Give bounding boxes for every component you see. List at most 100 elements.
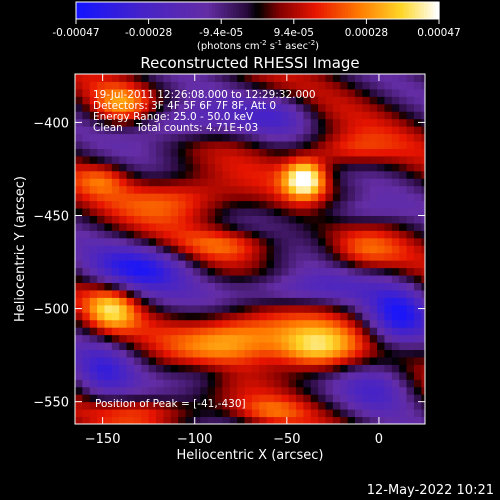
heatmap-cell (75, 386, 83, 395)
heatmap-cell (377, 409, 385, 418)
x-tick-label: −50 (273, 432, 300, 447)
heatmap-cell (347, 126, 356, 135)
heatmap-cell (303, 342, 312, 351)
heatmap-cell (288, 319, 297, 328)
heatmap-cell (229, 282, 238, 291)
heatmap-cell (362, 327, 371, 336)
heatmap-cell (82, 163, 91, 172)
heatmap-cell (303, 327, 312, 336)
heatmap-cell (170, 133, 179, 142)
heatmap-cell (215, 141, 223, 149)
heatmap-cell (170, 342, 179, 351)
heatmap-cell (148, 155, 157, 164)
heatmap-cell (156, 103, 164, 112)
heatmap-cell (244, 416, 253, 424)
heatmap-cell (156, 230, 164, 239)
colorbar-cell (381, 2, 386, 19)
colorbar-cell (324, 2, 328, 19)
heatmap-cell (310, 96, 319, 105)
heatmap-cell (310, 208, 319, 216)
heatmap-cell (332, 237, 341, 246)
heatmap-cell (156, 126, 164, 135)
heatmap-cell (355, 222, 363, 231)
heatmap-cell (325, 81, 334, 90)
heatmap-cell (215, 297, 223, 306)
heatmap-cell (156, 267, 164, 276)
heatmap-cell (163, 371, 172, 380)
heatmap-cell (126, 260, 135, 269)
heatmap-cell (237, 96, 245, 105)
heatmap-cell (273, 245, 282, 254)
heatmap-cell (273, 118, 282, 127)
heatmap-cell (111, 342, 120, 351)
heatmap-cell (163, 155, 172, 164)
heatmap-cell (119, 379, 128, 388)
heatmap-cell (163, 282, 172, 291)
heatmap-cell (229, 327, 238, 336)
heatmap-cell (178, 208, 187, 216)
heatmap-cell (369, 215, 378, 224)
heatmap-cell (251, 163, 260, 172)
heatmap-cell (141, 401, 150, 410)
heatmap-cell (332, 215, 341, 224)
heatmap-cell (369, 312, 378, 321)
heatmap-cell (222, 297, 231, 306)
heatmap-cell (266, 371, 275, 380)
heatmap-cell (104, 185, 113, 194)
heatmap-cell (207, 118, 216, 127)
heatmap-cell (391, 349, 400, 358)
heatmap-cell (170, 74, 179, 82)
heatmap-cell (266, 81, 275, 90)
heatmap-cell (207, 200, 216, 209)
heatmap-cell (133, 334, 142, 343)
heatmap-cell (111, 245, 120, 254)
heatmap-cell (178, 230, 187, 239)
heatmap-cell (89, 267, 98, 276)
heatmap-cell (332, 111, 341, 120)
heatmap-cell (340, 379, 349, 388)
heatmap-cell (178, 193, 187, 202)
heatmap-cell (273, 342, 282, 351)
heatmap-cell (237, 163, 245, 172)
heatmap-cell (384, 96, 393, 105)
heatmap-cell (207, 327, 216, 336)
heatmap-cell (126, 96, 135, 105)
heatmap-cell (421, 260, 425, 269)
heatmap-cell (222, 364, 231, 373)
heatmap-cell (185, 208, 194, 216)
heatmap-cell (369, 379, 378, 388)
heatmap-cell (369, 237, 378, 246)
heatmap-cell (163, 349, 172, 358)
heatmap-cell (244, 386, 253, 395)
heatmap-cell (413, 394, 422, 403)
colorbar-cell (224, 2, 228, 19)
heatmap-cell (303, 237, 312, 246)
heatmap-cell (163, 81, 172, 90)
heatmap-cell (355, 267, 363, 276)
heatmap-cell (97, 74, 105, 82)
heatmap-cell (406, 379, 415, 388)
heatmap-cell (148, 88, 157, 97)
heatmap-cell (148, 416, 157, 424)
heatmap-cell (325, 200, 334, 209)
heatmap-cell (296, 208, 304, 216)
heatmap-cell (215, 96, 223, 105)
heatmap-cell (296, 379, 304, 388)
heatmap-cell (377, 170, 385, 179)
heatmap-cell (215, 289, 223, 298)
heatmap-cell (406, 230, 415, 239)
heatmap-cell (355, 215, 363, 224)
heatmap-cell (156, 185, 164, 194)
heatmap-cell (222, 401, 231, 410)
heatmap-cell (413, 297, 422, 306)
heatmap-cell (207, 111, 216, 120)
heatmap-cell (399, 200, 408, 209)
heatmap-cell (148, 356, 157, 365)
heatmap-cell (178, 126, 187, 135)
heatmap-cell (215, 230, 223, 239)
heatmap-cell (406, 178, 415, 187)
heatmap-cell (259, 260, 268, 269)
heatmap-cell (325, 319, 334, 328)
heatmap-cell (355, 245, 363, 254)
heatmap-cell (369, 141, 378, 149)
